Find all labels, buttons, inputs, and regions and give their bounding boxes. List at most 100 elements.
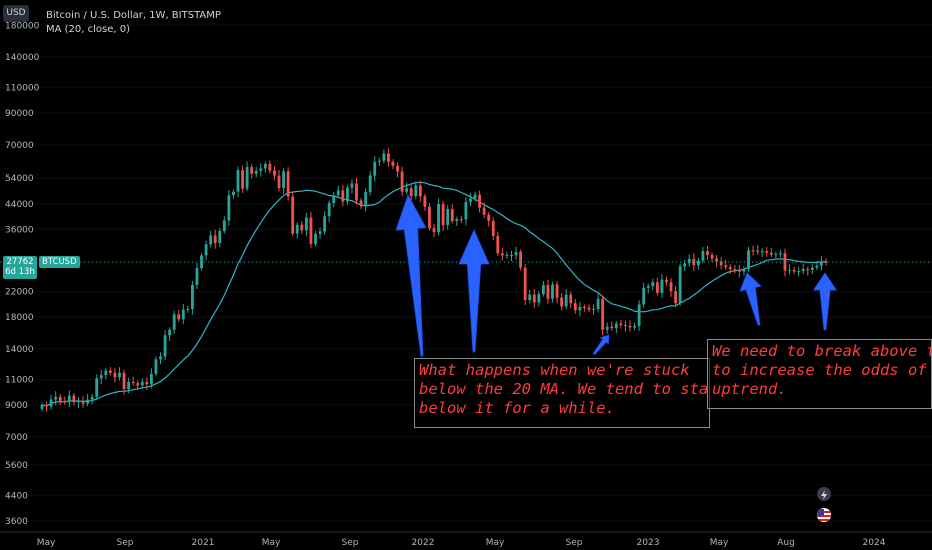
candle (505, 254, 509, 256)
candle (760, 251, 764, 253)
candle (441, 204, 445, 226)
candle (236, 170, 240, 192)
candle (728, 267, 732, 270)
candle (218, 231, 222, 244)
candle (149, 373, 153, 385)
lightning-icon[interactable] (817, 487, 831, 501)
candle (646, 286, 650, 288)
candle (359, 200, 363, 207)
candle (514, 251, 518, 256)
candle (341, 190, 345, 202)
candle (710, 254, 714, 259)
candle (122, 372, 126, 390)
candle (674, 291, 677, 304)
candle (373, 161, 377, 176)
candle (669, 282, 673, 292)
candle (382, 153, 386, 161)
candle (592, 308, 595, 310)
candle (450, 209, 454, 222)
candle (747, 250, 750, 270)
candle (619, 323, 623, 326)
us-flag-icon[interactable] (817, 508, 831, 522)
y-tick-label: 3600 (5, 517, 28, 527)
candle (583, 306, 586, 308)
candle (291, 196, 295, 234)
candle (546, 284, 550, 299)
y-tick-label: 90000 (5, 109, 34, 119)
candle (309, 217, 313, 244)
candle (318, 231, 322, 234)
y-tick-label: 4400 (5, 492, 28, 502)
candle (259, 168, 263, 171)
candle (209, 235, 213, 245)
chart-grid (0, 24, 932, 522)
candle (769, 252, 773, 255)
candle (779, 253, 782, 255)
y-tick-label: 44000 (5, 200, 34, 210)
candle (104, 370, 108, 376)
candle (418, 185, 422, 197)
candle (268, 163, 272, 171)
candle (49, 399, 53, 407)
candle (432, 228, 436, 233)
candle (263, 163, 267, 169)
candle (40, 405, 44, 409)
candle (131, 381, 135, 384)
candle (81, 400, 85, 404)
candle (241, 170, 244, 189)
candle (788, 270, 791, 272)
candle (683, 263, 687, 267)
annotation-note-2[interactable]: We need to break above th to increase th… (707, 339, 932, 409)
x-axis: May Sep 2021 May Sep 2022 May Sep 2023 May Aug 2024 (37, 538, 886, 548)
candle (719, 261, 723, 266)
candle (810, 267, 814, 271)
candle (701, 251, 705, 261)
x-tick-label: 2021 (192, 538, 215, 548)
candle (58, 396, 62, 401)
candle (286, 171, 290, 197)
candle (250, 167, 254, 174)
indicator-label[interactable]: MA (20, close, 0) (46, 24, 131, 35)
candle (95, 378, 99, 397)
price-tag-countdown: 6d 13h (5, 267, 35, 277)
x-tick-label: 2022 (412, 538, 435, 548)
candle (387, 153, 390, 162)
candle (168, 329, 172, 336)
candle (464, 201, 468, 220)
candle (482, 207, 486, 215)
candle (232, 191, 235, 196)
candle (487, 214, 491, 221)
y-tick-label: 14000 (5, 345, 34, 355)
candle (222, 220, 226, 232)
candle (446, 209, 450, 226)
annotation-note-1[interactable]: What happens when we're stuck below the … (414, 358, 710, 428)
price-tag-value: 27762 (6, 257, 34, 267)
candle (405, 188, 409, 192)
y-tick-label: 22000 (5, 288, 34, 298)
symbol-tag: BTCUSD (39, 256, 80, 268)
candle (172, 314, 176, 330)
candle (99, 375, 103, 379)
candle (724, 265, 728, 268)
candle (377, 160, 381, 162)
annotation-arrow (458, 229, 490, 353)
candle (587, 307, 591, 310)
x-axis-bg (0, 532, 932, 550)
x-tick-label: May (37, 538, 56, 548)
candle (473, 194, 477, 199)
currency-button[interactable]: USD (3, 5, 29, 22)
x-tick-label: Sep (566, 538, 583, 548)
candle (86, 399, 89, 404)
candle (774, 254, 778, 256)
candle (528, 294, 532, 301)
candle (455, 219, 459, 222)
candle (364, 192, 368, 207)
arrows-layer (395, 194, 838, 357)
candle (665, 279, 668, 283)
candle (327, 202, 331, 217)
candles-layer (40, 148, 828, 412)
candle (610, 326, 614, 329)
candle (63, 400, 67, 403)
candle (824, 261, 828, 263)
